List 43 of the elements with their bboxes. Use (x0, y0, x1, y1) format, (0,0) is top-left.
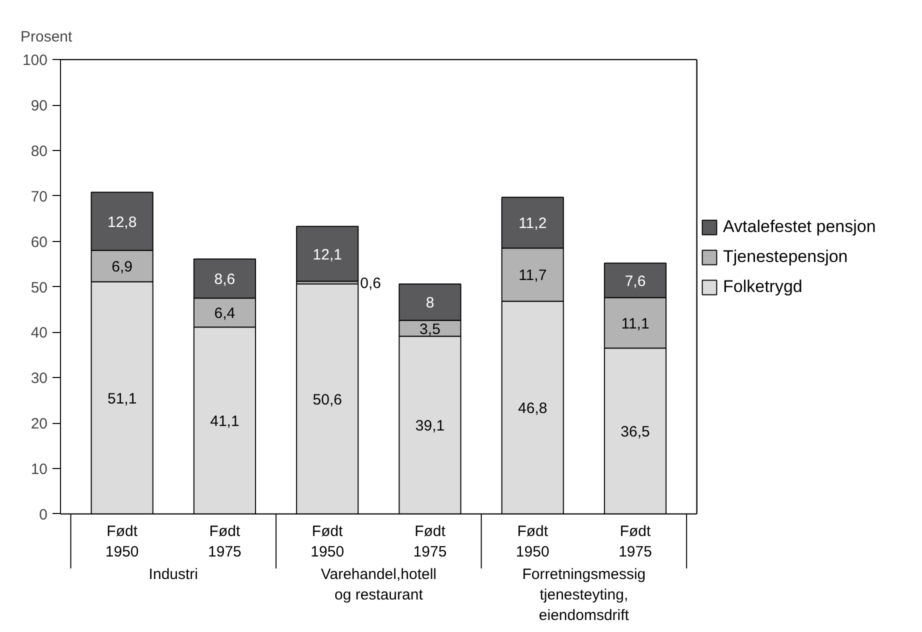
data-label: 36,5 (620, 424, 650, 440)
y-tick-label: 30 (30, 370, 48, 388)
y-tick-label: 0 (39, 506, 48, 524)
y-tick-label: 20 (30, 416, 48, 433)
x-tick-label: Født 1975 (208, 523, 242, 560)
y-tick-label: 60 (30, 234, 48, 251)
y-tick-label: 40 (30, 324, 48, 342)
text: Varehandel,hotell og restaurant (320, 566, 437, 604)
data-label: 7,6 (624, 272, 646, 290)
data-label: 11,2 (518, 215, 547, 232)
data-label: 11,1 (621, 315, 650, 332)
text: Industri (148, 566, 198, 584)
data-label: 11,7 (518, 267, 547, 284)
legend-label: Tjenestepensjon (723, 247, 848, 267)
x-tick-label: Født 1950 (516, 523, 550, 560)
data-label: 8 (426, 294, 434, 312)
legend-label: Avtalefestet pensjon (723, 217, 876, 237)
data-label: 41,1 (210, 413, 240, 430)
data-label: 6,4 (214, 305, 236, 322)
data-label: 46,8 (518, 400, 548, 418)
y-tick-label: 80 (30, 142, 48, 160)
x-tick-label: Født 1975 (618, 523, 652, 560)
data-label: 3,5 (420, 320, 440, 338)
y-tick-label: 10 (30, 460, 48, 478)
text: Forretningsmessig tjenesteyting, eiendomsdrift (522, 566, 646, 624)
x-tick-label: Født 1975 (413, 523, 447, 560)
data-label: 51,1 (107, 390, 137, 408)
data-label: 12,1 (312, 246, 342, 264)
y-tick-label: 100 (22, 52, 48, 70)
data-label: 12,8 (107, 214, 137, 231)
x-tick-label: Født 1950 (105, 523, 139, 560)
data-label: 39,1 (415, 418, 445, 435)
legend-label: Folketrygd (723, 277, 802, 297)
data-label: 0,6 (360, 275, 381, 292)
y-axis-title: Prosent (20, 28, 74, 46)
x-tick-label: Født 1950 (310, 523, 344, 560)
y-tick-label: 50 (30, 279, 48, 296)
data-label: 6,9 (112, 258, 133, 276)
data-label: 8,6 (214, 271, 236, 288)
data-label: 50,6 (312, 391, 342, 408)
bar (296, 226, 359, 282)
y-tick-label: 90 (30, 98, 48, 115)
y-tick-label: 70 (30, 188, 48, 206)
